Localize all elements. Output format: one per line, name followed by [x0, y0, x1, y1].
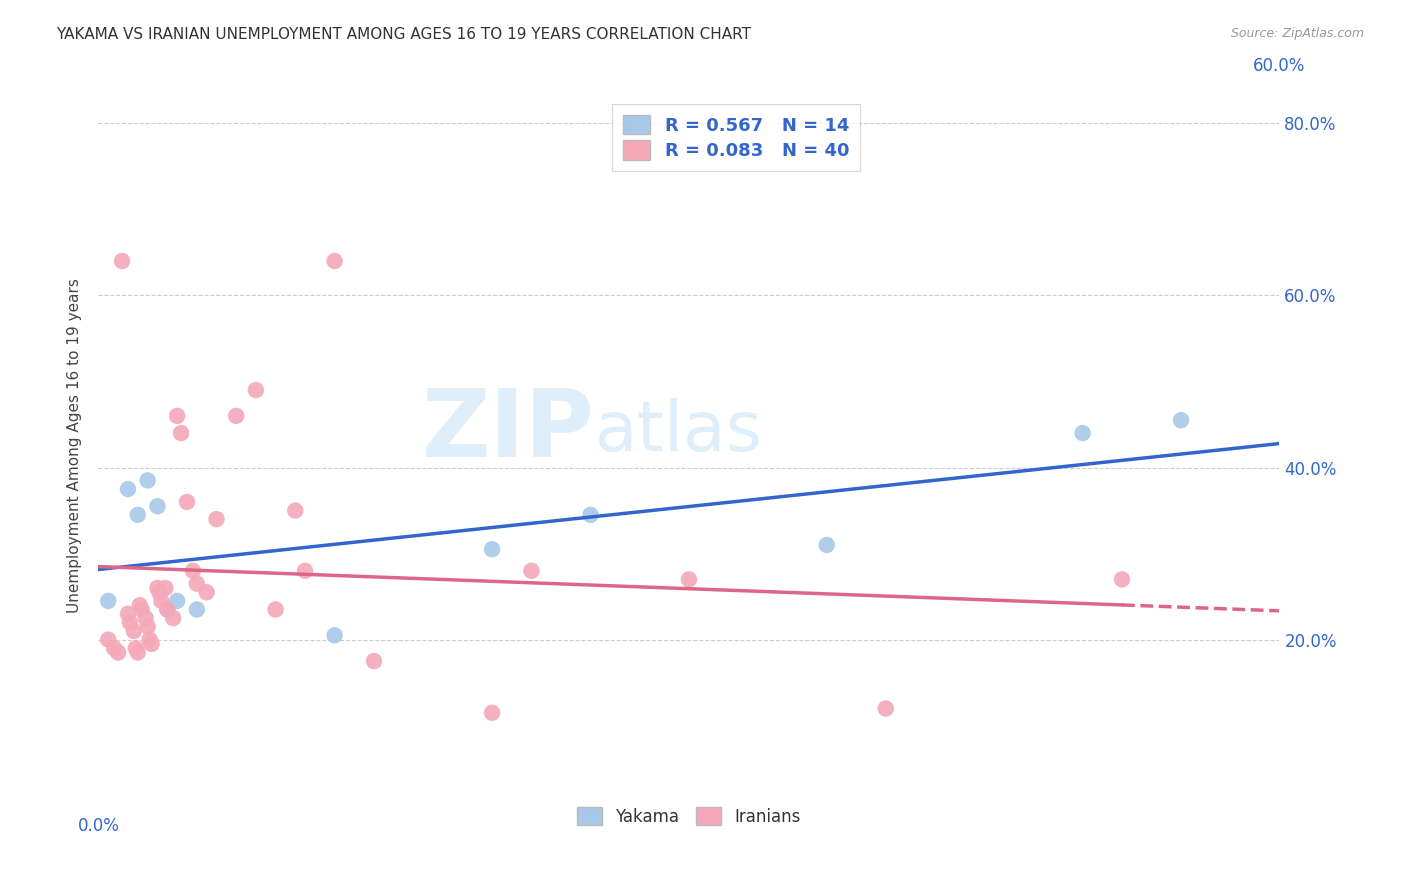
Point	[264, 602, 287, 616]
Point	[162, 611, 184, 625]
Text: atlas: atlas	[595, 398, 762, 465]
Point	[97, 632, 120, 647]
Point	[245, 383, 267, 397]
Point	[111, 254, 134, 268]
Text: ZIP: ZIP	[422, 385, 595, 477]
Point	[138, 632, 160, 647]
Point	[205, 512, 228, 526]
Point	[1111, 573, 1133, 587]
Point	[815, 538, 838, 552]
Point	[122, 624, 145, 638]
Text: YAKAMA VS IRANIAN UNEMPLOYMENT AMONG AGES 16 TO 19 YEARS CORRELATION CHART: YAKAMA VS IRANIAN UNEMPLOYMENT AMONG AGE…	[56, 27, 751, 42]
Point	[141, 637, 163, 651]
Point	[146, 581, 169, 595]
Point	[146, 500, 169, 514]
Point	[148, 585, 170, 599]
Point	[875, 701, 897, 715]
Point	[481, 706, 503, 720]
Point	[284, 503, 307, 517]
Point	[166, 594, 188, 608]
Point	[225, 409, 247, 423]
Point	[481, 542, 503, 557]
Point	[97, 594, 120, 608]
Point	[579, 508, 602, 522]
Point	[107, 646, 129, 660]
Point	[520, 564, 543, 578]
Legend: Yakama, Iranians: Yakama, Iranians	[571, 801, 807, 832]
Point	[103, 641, 125, 656]
Point	[131, 602, 153, 616]
Y-axis label: Unemployment Among Ages 16 to 19 years: Unemployment Among Ages 16 to 19 years	[67, 278, 83, 614]
Point	[128, 598, 150, 612]
Point	[150, 594, 173, 608]
Point	[166, 409, 188, 423]
Point	[155, 581, 177, 595]
Point	[1071, 426, 1094, 441]
Point	[136, 620, 159, 634]
Point	[125, 641, 148, 656]
Point	[323, 254, 346, 268]
Point	[117, 607, 139, 621]
Point	[1170, 413, 1192, 427]
Point	[181, 564, 204, 578]
Point	[678, 573, 700, 587]
Point	[136, 474, 159, 488]
Point	[127, 646, 149, 660]
Point	[363, 654, 385, 668]
Point	[176, 495, 198, 509]
Point	[323, 628, 346, 642]
Point	[127, 508, 149, 522]
Point	[156, 602, 179, 616]
Point	[186, 576, 208, 591]
Point	[117, 482, 139, 496]
Point	[118, 615, 141, 630]
Point	[156, 602, 179, 616]
Point	[135, 611, 157, 625]
Point	[294, 564, 316, 578]
Point	[195, 585, 218, 599]
Point	[170, 426, 193, 441]
Point	[186, 602, 208, 616]
Text: Source: ZipAtlas.com: Source: ZipAtlas.com	[1230, 27, 1364, 40]
